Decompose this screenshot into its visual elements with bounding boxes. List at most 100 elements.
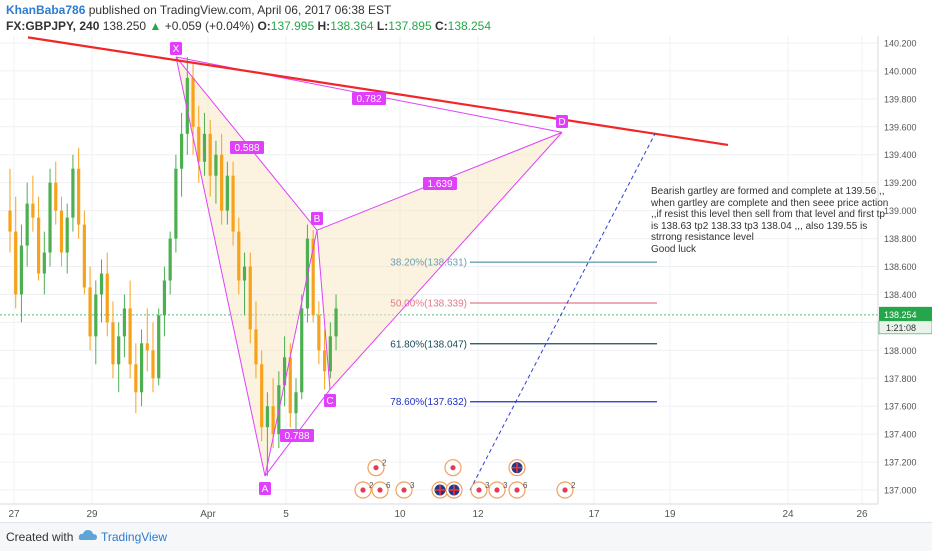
- y-tick-label: 138.800: [884, 234, 917, 244]
- point-b-tag: [311, 212, 323, 225]
- close-label: C:: [434, 19, 448, 33]
- event-marker: 2: [556, 481, 576, 499]
- author-link[interactable]: KhanBaba786: [6, 3, 86, 17]
- ratio-tag: [280, 429, 314, 442]
- price-chart[interactable]: 38.20%(138.631) 50.00%(138.339) 61.80%(138…: [0, 36, 932, 522]
- candle: [282, 336, 287, 407]
- candle: [99, 259, 104, 323]
- y-tick-label: 138.000: [884, 346, 917, 356]
- candle-body: [117, 336, 121, 365]
- event-marker: 3: [470, 481, 490, 499]
- projection-line: [469, 133, 656, 491]
- candle-body: [162, 280, 167, 316]
- candle-body: [48, 182, 52, 253]
- candle: [37, 196, 41, 281]
- candle-body: [185, 77, 189, 134]
- candle-body: [174, 168, 178, 239]
- ratio-tag: [230, 141, 264, 154]
- ratio-label: 0.788: [284, 431, 309, 442]
- y-tick-label: 138.600: [884, 262, 917, 272]
- x-tick-label: 27: [8, 509, 20, 520]
- candle-body: [311, 238, 315, 316]
- candle-body: [139, 343, 144, 393]
- tradingview-link[interactable]: TradingView: [101, 530, 168, 544]
- candle: [294, 378, 298, 435]
- price-axis-bg: [878, 36, 932, 522]
- candle: [208, 119, 212, 197]
- symbol-label[interactable]: FX:GBPJPY, 240: [6, 19, 100, 33]
- candle-body: [294, 392, 298, 414]
- cd-leg: [329, 132, 563, 390]
- event-marker: [444, 459, 462, 477]
- candle: [65, 203, 69, 274]
- candle: [231, 161, 235, 246]
- y-tick-label: 139.000: [884, 206, 917, 216]
- candle: [168, 231, 172, 295]
- candle: [25, 182, 29, 267]
- candle-body: [71, 168, 75, 218]
- point-label: A: [262, 484, 269, 495]
- fib-level-label: 78.60%(137.632): [390, 397, 467, 408]
- candle: [265, 392, 269, 477]
- event-dot: [401, 487, 407, 493]
- x-tick-label: Apr: [200, 509, 216, 520]
- event-dot: [562, 487, 568, 493]
- close-value: 138.254: [447, 19, 492, 33]
- candle-body: [208, 133, 212, 176]
- event-dot: [494, 487, 500, 493]
- event-marker: 2: [354, 481, 374, 499]
- y-tick-label: 139.800: [884, 94, 917, 104]
- event-count: 2: [369, 481, 374, 490]
- candle: [111, 301, 115, 379]
- candle: [157, 308, 161, 386]
- event-marker: [431, 481, 449, 499]
- candle-body: [168, 238, 172, 281]
- y-tick-label: 137.000: [884, 486, 917, 496]
- price-change: +0.059 (+0.04%): [164, 19, 255, 33]
- candle-body: [271, 406, 275, 435]
- candle: [128, 280, 132, 379]
- candle-body: [323, 350, 327, 372]
- ab-leg: [264, 230, 318, 477]
- candle-body: [94, 294, 98, 337]
- candle: [82, 210, 86, 295]
- x-tick-label: 5: [283, 509, 289, 520]
- candle-body: [231, 175, 235, 232]
- chart-grid: [0, 36, 878, 504]
- published-text: published on TradingView.com, April 06, …: [88, 3, 392, 17]
- ratio-label: 1.639: [427, 179, 452, 190]
- high-value: 138.364: [330, 19, 374, 33]
- candle: [151, 322, 155, 393]
- candle-body: [334, 308, 338, 337]
- y-tick-label: 137.400: [884, 430, 917, 440]
- candle: [42, 231, 46, 295]
- open-label: O:: [257, 19, 271, 33]
- event-count: 6: [523, 481, 528, 490]
- candle: [180, 112, 184, 197]
- candle-body: [65, 217, 69, 253]
- created-with-text: Created with: [6, 530, 74, 544]
- ohlc-legend: FX:GBPJPY, 240 138.250 ▲ +0.059 (+0.04%)…: [6, 19, 491, 33]
- event-count: 6: [386, 481, 391, 490]
- candle-body: [317, 315, 321, 351]
- candle-body: [145, 343, 149, 351]
- candle: [334, 294, 338, 351]
- candle-body: [248, 266, 252, 330]
- x-tick-label: 19: [664, 509, 676, 520]
- resistance-trendline: [27, 36, 729, 147]
- pattern-labels: X A B C D 0.782 0.588 1.639 0.788: [170, 42, 568, 495]
- candle: [48, 168, 52, 267]
- candle-body: [128, 308, 132, 365]
- time-axis: 27 29 Apr 5 10 12 17 19 24 26: [0, 503, 932, 522]
- publish-info: KhanBaba786 published on TradingView.com…: [6, 3, 391, 17]
- point-x-tag: [170, 42, 182, 55]
- candle: [134, 343, 138, 414]
- event-dot: [514, 487, 520, 493]
- candle-body: [202, 133, 207, 162]
- candle-body: [225, 175, 229, 211]
- candle-body: [59, 210, 64, 253]
- tradingview-cloud-icon: [78, 530, 97, 540]
- candle-body: [300, 308, 304, 393]
- candle: [174, 154, 178, 253]
- event-marker: 3: [395, 481, 415, 499]
